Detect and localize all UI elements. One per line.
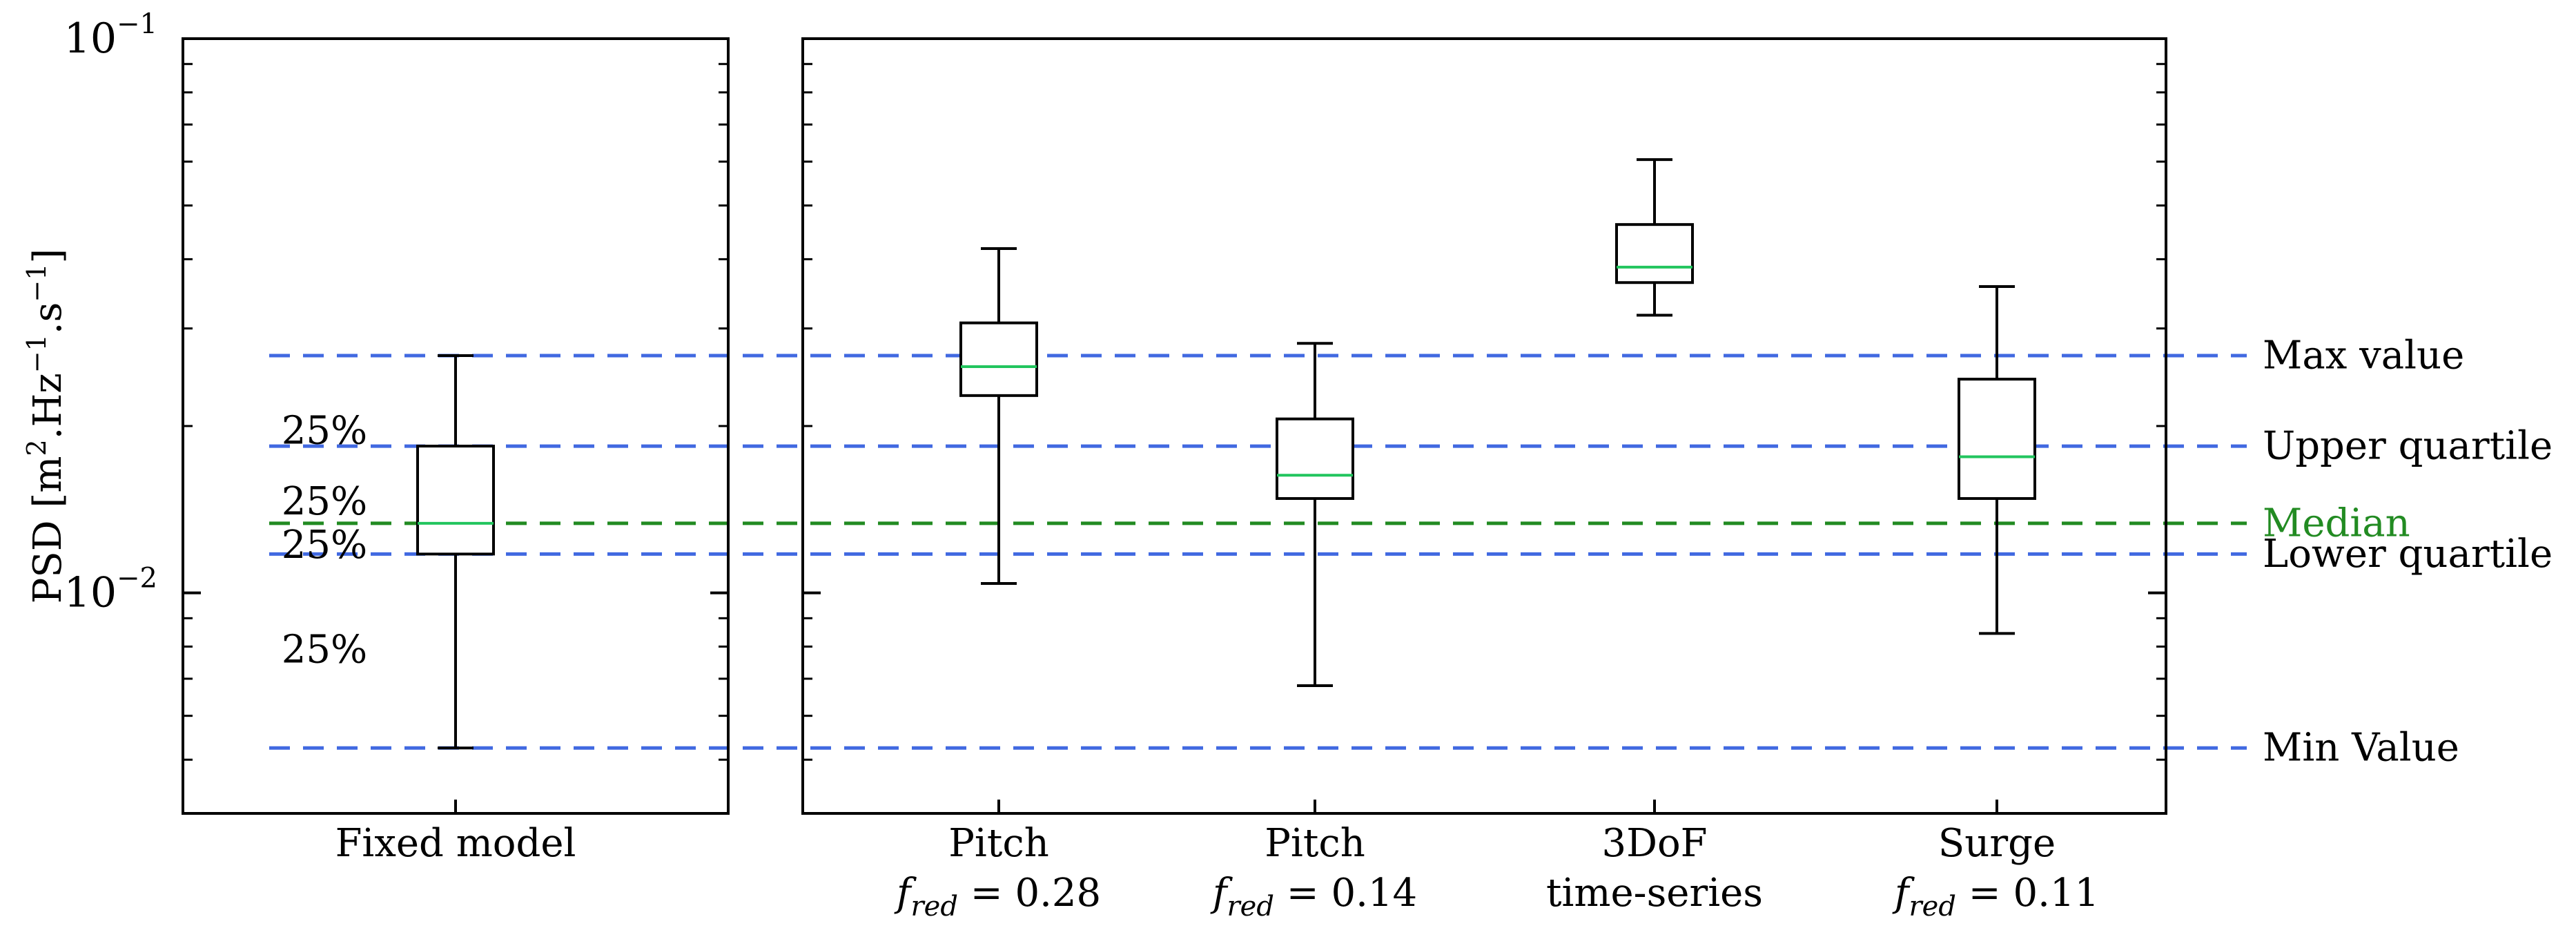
y-tick-label: 10−1 — [64, 8, 157, 63]
quartile-box — [959, 321, 1038, 397]
boxes-layer — [416, 158, 2036, 750]
x-tick-label: Surge — [1938, 821, 2056, 866]
box-plot-item — [959, 247, 1038, 585]
quartile-box — [1958, 378, 2036, 500]
lower-quartile-label: Lower quartile — [2263, 532, 2553, 577]
x-tick-label: Fixed model — [335, 821, 576, 866]
box-plot-item — [416, 354, 495, 750]
x-tick-label: Pitch — [948, 821, 1049, 866]
reference-lines-layer — [269, 354, 2247, 750]
f-red-label: fred = 0.14 — [1210, 871, 1417, 922]
quartile-box — [416, 445, 495, 556]
quartile-percent-label: 25% — [282, 409, 367, 454]
upper-quartile-label: Upper quartile — [2263, 424, 2553, 469]
box-plot-item — [1276, 342, 1354, 688]
box-plot-item — [1615, 158, 1694, 317]
quartile-percent-label: 25% — [282, 627, 367, 672]
x-tick-label: Pitch — [1265, 821, 1365, 866]
f-red-label: fred = 0.28 — [894, 871, 1101, 922]
min-label: Min Value — [2263, 726, 2459, 771]
quartile-box — [1276, 417, 1354, 500]
x-tick-label: time-series — [1546, 871, 1763, 916]
y-axis-label: PSD [m2.Hz−1.s−1] — [21, 249, 70, 604]
f-red-label: fred = 0.11 — [1892, 871, 2099, 922]
max-label: Max value — [2263, 333, 2464, 378]
box-plot-item — [1958, 285, 2036, 635]
quartile-percent-label: 25% — [282, 479, 367, 524]
y-tick-label: 10−2 — [64, 563, 157, 617]
quartile-box — [1615, 223, 1694, 284]
x-tick-label: 3DoF — [1601, 821, 1707, 866]
median-label: Median — [2263, 501, 2410, 545]
quartile-percent-label: 25% — [282, 523, 367, 568]
panels-layer — [182, 37, 2167, 815]
